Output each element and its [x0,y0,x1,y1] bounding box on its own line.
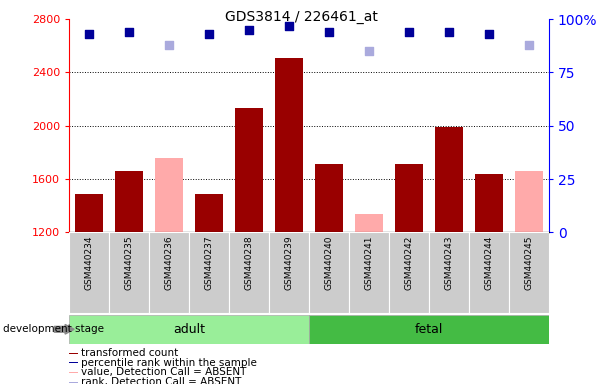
Bar [475,174,503,232]
Text: GSM440234: GSM440234 [85,235,94,290]
Bar [69,315,309,344]
Bar [389,232,429,313]
Bar [309,232,349,313]
Point [324,29,334,35]
Bar [275,58,303,232]
Bar [395,164,423,232]
Bar [69,372,78,373]
Point [165,42,174,48]
Point [524,42,534,48]
Text: GDS3814 / 226461_at: GDS3814 / 226461_at [225,10,378,23]
Text: GSM440239: GSM440239 [285,235,294,290]
Point [484,31,494,37]
Text: GSM440243: GSM440243 [444,235,453,290]
Bar [429,232,469,313]
Bar [469,232,509,313]
Bar [195,194,223,232]
Bar [69,353,78,354]
Point [84,31,94,37]
Point [404,29,414,35]
Bar [435,127,463,232]
Text: percentile rank within the sample: percentile rank within the sample [81,358,256,368]
Text: GSM440238: GSM440238 [245,235,254,290]
Bar [155,158,183,232]
Bar [509,232,549,313]
Bar [309,315,549,344]
Text: GSM440236: GSM440236 [165,235,174,290]
Text: GSM440242: GSM440242 [405,235,414,290]
Bar [69,362,78,363]
Text: GSM440237: GSM440237 [204,235,213,290]
Bar [229,232,269,313]
Bar [349,232,389,313]
Bar [150,232,189,313]
Text: value, Detection Call = ABSENT: value, Detection Call = ABSENT [81,367,246,377]
Point [444,29,453,35]
Text: GSM440241: GSM440241 [364,235,373,290]
Point [124,29,134,35]
Bar [269,232,309,313]
Text: development stage: development stage [3,324,104,334]
Bar [355,214,383,232]
Text: GSM440245: GSM440245 [524,235,533,290]
Point [364,48,374,54]
Text: fetal: fetal [415,323,443,336]
Bar [315,164,343,232]
Point [244,27,254,33]
Text: GSM440240: GSM440240 [324,235,333,290]
Point [284,23,294,29]
Text: GSM440244: GSM440244 [484,235,493,290]
Bar [109,232,149,313]
Text: transformed count: transformed count [81,348,178,358]
Text: rank, Detection Call = ABSENT: rank, Detection Call = ABSENT [81,377,241,384]
Bar [115,171,144,232]
Bar [235,108,263,232]
Bar [75,194,103,232]
Text: GSM440235: GSM440235 [125,235,134,290]
Bar [189,232,229,313]
Point [204,31,214,37]
Text: adult: adult [173,323,205,336]
Bar [69,232,109,313]
Bar [515,171,543,232]
